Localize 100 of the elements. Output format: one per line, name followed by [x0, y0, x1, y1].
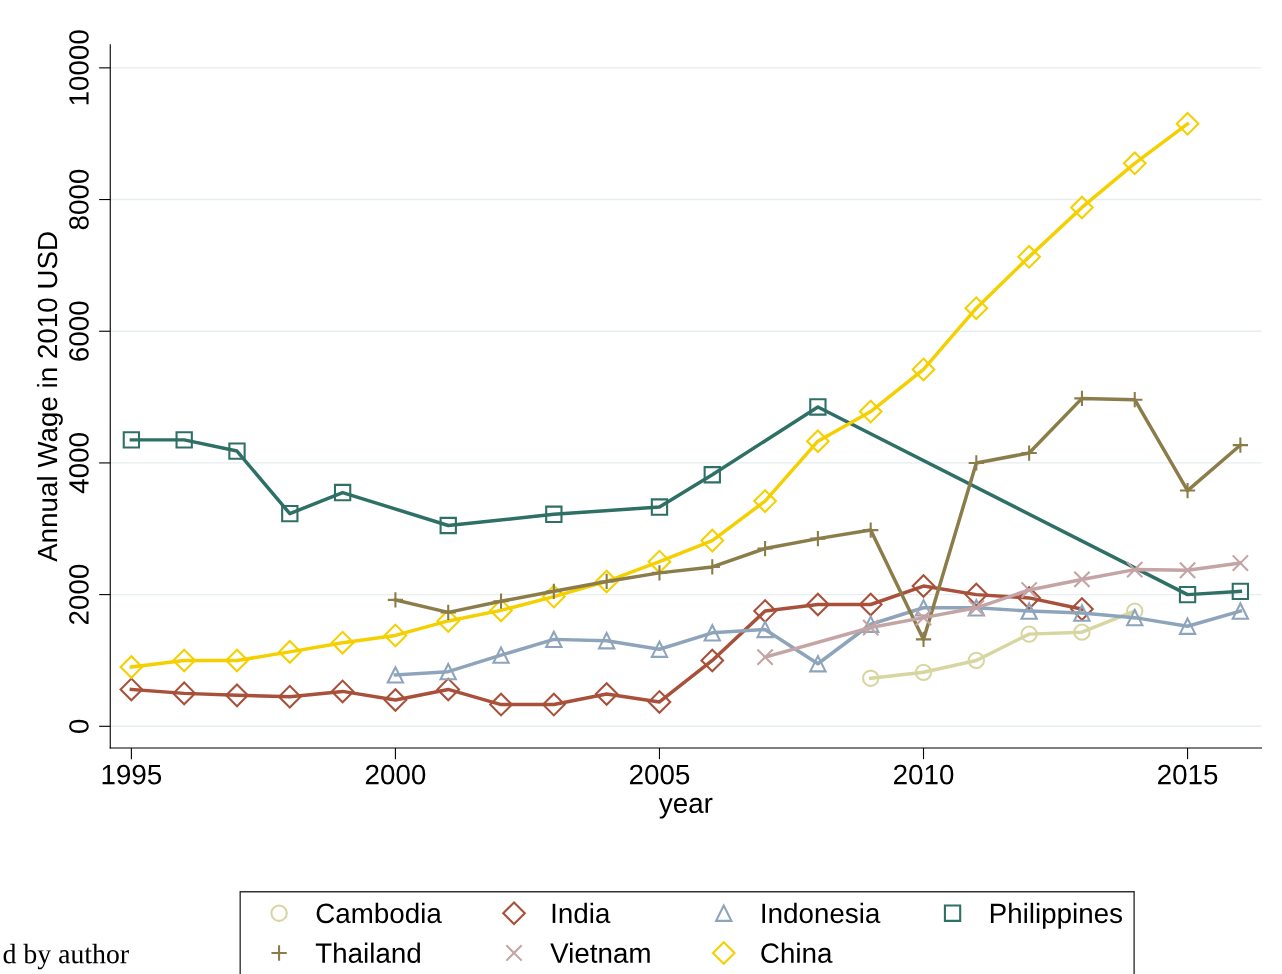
point [545, 505, 563, 523]
x-tick-label: 2005 [629, 764, 690, 785]
x-tick-label: 2000 [365, 764, 426, 785]
point [964, 296, 989, 321]
point [1178, 561, 1197, 579]
point [1017, 586, 1041, 610]
point [1231, 582, 1250, 600]
point [1231, 602, 1250, 620]
point [647, 549, 672, 574]
point [756, 648, 774, 666]
point [228, 442, 246, 460]
point [967, 454, 985, 472]
point [330, 679, 355, 704]
y-tick-label: 0 [69, 719, 89, 733]
point [594, 682, 619, 706]
point [1122, 151, 1147, 176]
point [756, 539, 774, 558]
point [119, 655, 144, 679]
point [545, 630, 563, 649]
point [172, 648, 197, 673]
point [383, 688, 408, 712]
point [1020, 444, 1038, 462]
y-tick-label: 4000 [69, 433, 89, 494]
point [333, 483, 352, 502]
point [703, 466, 721, 484]
point [914, 630, 933, 649]
point [1020, 602, 1038, 620]
point [650, 498, 669, 516]
legend-label: Cambodia [316, 902, 442, 924]
point [1231, 436, 1250, 454]
point [597, 632, 616, 650]
point [1126, 608, 1144, 627]
point [439, 516, 457, 535]
point [1178, 481, 1197, 500]
point [806, 429, 830, 454]
x-tick-label: 2010 [894, 764, 954, 785]
point [1073, 623, 1091, 641]
point [1070, 597, 1094, 621]
point [277, 640, 302, 664]
legend-label: Vietnam [550, 942, 650, 963]
point [862, 669, 880, 687]
y-tick-label: 8000 [69, 169, 89, 230]
point [753, 599, 777, 623]
point [647, 690, 672, 714]
point [492, 646, 510, 664]
point [650, 564, 669, 582]
point [914, 663, 933, 681]
point [175, 431, 193, 449]
y-tick-label: 6000 [69, 301, 89, 361]
point [281, 504, 299, 523]
point [436, 677, 461, 702]
point [1231, 554, 1250, 572]
point [753, 489, 777, 513]
point [1178, 585, 1197, 604]
point [911, 357, 936, 382]
point [439, 662, 457, 681]
point [225, 648, 249, 673]
point [386, 666, 405, 684]
point [914, 608, 933, 627]
point [703, 558, 721, 576]
point [862, 618, 880, 637]
point [700, 528, 725, 553]
point [967, 651, 985, 670]
point [172, 681, 197, 706]
point [809, 655, 827, 673]
point [386, 591, 405, 609]
point [862, 521, 880, 539]
point [1020, 625, 1038, 643]
point [277, 684, 302, 709]
point [650, 640, 669, 658]
point [862, 615, 880, 633]
point [858, 399, 883, 424]
point [703, 624, 721, 642]
legend-label: Indonesia [762, 902, 881, 924]
legend-label: Philippines [990, 902, 1123, 929]
point [756, 620, 774, 639]
y-axis-title: Annual Wage in 2010 USD [36, 232, 63, 562]
x-tick-label: 1995 [102, 764, 162, 785]
point [911, 574, 936, 598]
point [1070, 195, 1094, 220]
point [1073, 570, 1091, 589]
legend-label: China [761, 942, 833, 963]
point [225, 683, 249, 708]
point [542, 692, 566, 717]
point [809, 398, 827, 416]
point [964, 582, 989, 607]
text: d by author [3, 943, 129, 970]
point [1175, 111, 1200, 136]
x-tick-label: 2015 [1158, 764, 1218, 785]
point [858, 592, 883, 617]
point [489, 692, 513, 717]
x-axis-title: year [658, 797, 713, 819]
point [1126, 560, 1144, 579]
point [492, 592, 510, 610]
point [700, 648, 725, 673]
point [1017, 244, 1041, 269]
point [806, 592, 830, 617]
point [1178, 617, 1197, 635]
point [122, 431, 141, 449]
point [383, 623, 408, 648]
